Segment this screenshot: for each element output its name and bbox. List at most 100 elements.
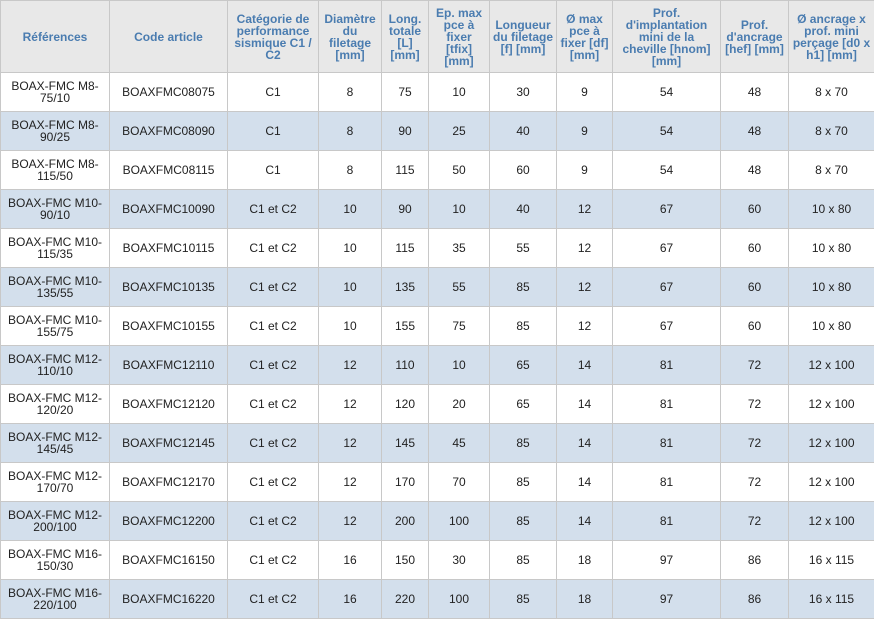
table-cell: 18	[556, 579, 613, 619]
table-cell: 72	[720, 423, 789, 463]
table-cell: C1 et C2	[227, 423, 319, 463]
table-cell: C1	[227, 111, 319, 151]
table-cell: C1 et C2	[227, 345, 319, 385]
table-cell: BOAXFMC10155	[109, 306, 228, 346]
table-cell: 155	[381, 306, 429, 346]
table-cell: 12 x 100	[788, 423, 874, 463]
table-cell: 85	[489, 579, 557, 619]
column-header: Longueur du filetage [f] [mm]	[489, 0, 557, 73]
table-cell: 81	[612, 462, 721, 502]
header-row: Références Code article Catégorie de perfo…	[0, 0, 874, 73]
table-cell: 48	[720, 150, 789, 190]
table-cell: 50	[428, 150, 490, 190]
table-cell: 10 x 80	[788, 228, 874, 268]
table-cell: BOAXFMC16150	[109, 540, 228, 580]
table-cell: 12	[318, 345, 382, 385]
table-cell: BOAX-FMC M8-115/50	[0, 150, 110, 190]
table-cell: 67	[612, 267, 721, 307]
table-cell: 85	[489, 540, 557, 580]
table-cell: 67	[612, 306, 721, 346]
table-cell: 72	[720, 384, 789, 424]
table-cell: BOAXFMC10135	[109, 267, 228, 307]
table-cell: 12	[556, 189, 613, 229]
table-cell: 40	[489, 111, 557, 151]
table-cell: 9	[556, 72, 613, 112]
table-cell: C1 et C2	[227, 189, 319, 229]
table-row: BOAX-FMC M10-90/10 BOAXFMC10090 C1 et C2 10…	[0, 189, 874, 229]
table-cell: 40	[489, 189, 557, 229]
table-cell: 85	[489, 306, 557, 346]
table-cell: 86	[720, 540, 789, 580]
table-cell: 10	[318, 267, 382, 307]
table-cell: 100	[428, 579, 490, 619]
column-header: Prof. d'ancrage [hef] [mm]	[720, 0, 789, 73]
table-cell: BOAXFMC12200	[109, 501, 228, 541]
table-cell: 14	[556, 462, 613, 502]
table-cell: C1 et C2	[227, 384, 319, 424]
table-cell: 67	[612, 189, 721, 229]
table-cell: 16	[318, 579, 382, 619]
table-cell: 16 x 115	[788, 579, 874, 619]
table-cell: 54	[612, 111, 721, 151]
table-cell: BOAX-FMC M10-135/55	[0, 267, 110, 307]
table-cell: 81	[612, 501, 721, 541]
table-cell: 35	[428, 228, 490, 268]
table-cell: 220	[381, 579, 429, 619]
table-row: BOAX-FMC M10-135/55 BOAXFMC10135 C1 et C2 1…	[0, 267, 874, 307]
column-header: Catégorie de performance sismique C1 / C…	[227, 0, 319, 73]
table-cell: 100	[428, 501, 490, 541]
table-cell: 48	[720, 111, 789, 151]
table-cell: BOAX-FMC M8-75/10	[0, 72, 110, 112]
table-cell: 85	[489, 501, 557, 541]
table-cell: 16	[318, 540, 382, 580]
column-header: Code article	[109, 0, 228, 73]
table-cell: 90	[381, 189, 429, 229]
table-cell: 12	[556, 228, 613, 268]
table-cell: 97	[612, 540, 721, 580]
table-row: BOAX-FMC M12-110/10 BOAXFMC12110 C1 et C2 1…	[0, 345, 874, 385]
table-cell: 60	[720, 306, 789, 346]
table-cell: BOAX-FMC M12-110/10	[0, 345, 110, 385]
table-cell: C1 et C2	[227, 306, 319, 346]
table-row: BOAX-FMC M8-90/25 BOAXFMC08090 C1 8 90 25 40 9 5…	[0, 111, 874, 151]
table-cell: 12 x 100	[788, 345, 874, 385]
table-cell: 65	[489, 345, 557, 385]
table-cell: 10	[428, 72, 490, 112]
table-cell: 55	[428, 267, 490, 307]
table-cell: 12 x 100	[788, 384, 874, 424]
table-cell: 75	[428, 306, 490, 346]
table-cell: BOAX-FMC M12-145/45	[0, 423, 110, 463]
table-cell: BOAXFMC08115	[109, 150, 228, 190]
table-cell: 65	[489, 384, 557, 424]
table-cell: 10 x 80	[788, 306, 874, 346]
table-cell: C1 et C2	[227, 579, 319, 619]
table-cell: BOAXFMC12110	[109, 345, 228, 385]
table-cell: BOAX-FMC M8-90/25	[0, 111, 110, 151]
table-cell: BOAX-FMC M12-120/20	[0, 384, 110, 424]
table-cell: 145	[381, 423, 429, 463]
table-cell: 97	[612, 579, 721, 619]
table-cell: BOAXFMC12170	[109, 462, 228, 502]
table-cell: BOAXFMC12145	[109, 423, 228, 463]
table-cell: 54	[612, 150, 721, 190]
table-cell: C1	[227, 72, 319, 112]
table-cell: 12 x 100	[788, 501, 874, 541]
table-cell: 12 x 100	[788, 462, 874, 502]
column-header: Références	[0, 0, 110, 73]
table-cell: BOAX-FMC M10-155/75	[0, 306, 110, 346]
table-row: BOAX-FMC M16-150/30 BOAXFMC16150 C1 et C2 1…	[0, 540, 874, 580]
table-cell: 54	[612, 72, 721, 112]
table-cell: 10 x 80	[788, 189, 874, 229]
table-cell: 85	[489, 423, 557, 463]
table-cell: 115	[381, 150, 429, 190]
table-cell: 12	[318, 423, 382, 463]
table-cell: 25	[428, 111, 490, 151]
table-cell: 10	[318, 189, 382, 229]
column-header: Ep. max pce à fixer [tfix] [mm]	[428, 0, 490, 73]
table-cell: 170	[381, 462, 429, 502]
table-row: BOAX-FMC M8-115/50 BOAXFMC08115 C1 8 115 50 60…	[0, 150, 874, 190]
table-row: BOAX-FMC M12-200/100 BOAXFMC12200 C1 et C2…	[0, 501, 874, 541]
column-header: Diamètre du filetage [mm]	[318, 0, 382, 73]
table-cell: C1 et C2	[227, 267, 319, 307]
table-cell: C1 et C2	[227, 228, 319, 268]
